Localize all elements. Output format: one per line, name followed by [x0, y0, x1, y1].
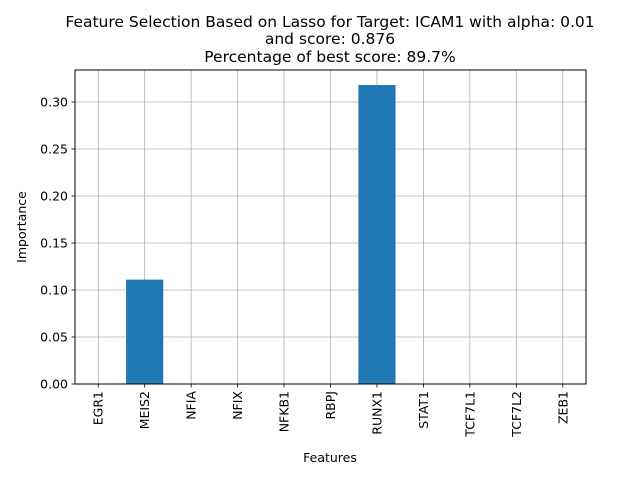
chart-title-line-3: Percentage of best score: 89.7% — [204, 48, 455, 66]
x-tick-label-tcf7l1: TCF7L1 — [462, 391, 477, 438]
bar-runx1 — [358, 85, 396, 384]
bar-meis2 — [126, 279, 164, 384]
y-tick-label: 0.10 — [40, 282, 68, 297]
x-tick-label-stat1: STAT1 — [416, 391, 431, 429]
x-tick-label-zeb1: ZEB1 — [555, 391, 570, 424]
x-tick-label-nfkb1: NFKB1 — [277, 391, 292, 432]
y-axis-label: Importance — [14, 191, 29, 263]
x-tick-label-nfia: NFIA — [184, 391, 199, 420]
y-tick-label: 0.25 — [40, 141, 68, 156]
chart-title: Feature Selection Based on Lasso for Tar… — [65, 13, 594, 66]
y-tick-label: 0.20 — [40, 188, 68, 203]
y-tick-label: 0.05 — [40, 329, 68, 344]
axis-ticks: 0.00 0.05 0.10 0.15 0.20 0.25 0.30 EGR1 MEIS2 NFI… — [40, 94, 570, 437]
x-axis-label: Features — [303, 450, 357, 465]
y-tick-label: 0.15 — [40, 235, 68, 250]
y-tick-label: 0.00 — [40, 377, 68, 392]
chart-title-line-2: and score: 0.876 — [265, 30, 395, 48]
x-tick-label-meis2: MEIS2 — [137, 391, 152, 429]
x-tick-label-rbpj: RBPJ — [323, 391, 338, 420]
chart-title-line-1: Feature Selection Based on Lasso for Tar… — [65, 13, 594, 31]
x-tick-label-runx1: RUNX1 — [369, 391, 384, 435]
x-tick-label-egr1: EGR1 — [91, 391, 106, 425]
bars — [126, 85, 396, 384]
y-tick-label: 0.30 — [40, 94, 68, 109]
x-tick-label-tcf7l2: TCF7L2 — [509, 391, 524, 438]
x-tick-label-nfix: NFIX — [230, 391, 245, 420]
